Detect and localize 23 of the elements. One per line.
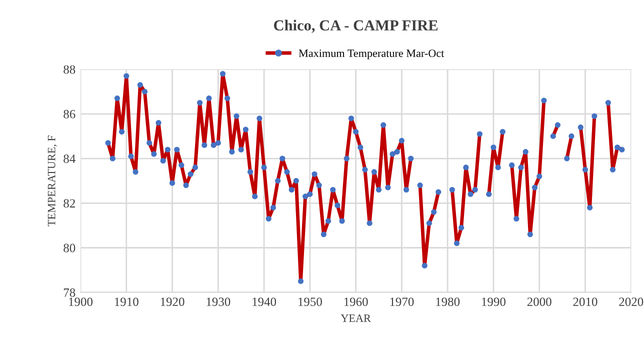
- legend-label: Maximum Temperature Mar-Oct: [298, 50, 444, 60]
- x-tick-label: 2020: [619, 298, 644, 306]
- y-tick-label: 86: [64, 110, 76, 118]
- x-tick-label: 1910: [114, 298, 138, 306]
- x-tick-label: 1900: [69, 298, 93, 306]
- y-axis-title: TEMPERATURE, F: [48, 136, 57, 226]
- y-tick-label: 78: [64, 288, 76, 297]
- x-tick-label: 1960: [344, 298, 368, 306]
- chart-title: Chico, CA - CAMP FIRE: [274, 20, 438, 33]
- y-tick-label: 82: [64, 199, 75, 208]
- y-tick-label: 80: [64, 244, 76, 252]
- y-tick-label: 84: [64, 154, 76, 163]
- x-tick-label: 2010: [573, 298, 598, 306]
- y-tick-label: 88: [64, 65, 76, 74]
- x-tick-label: 1970: [390, 298, 414, 306]
- x-tick-label: 1980: [436, 298, 460, 306]
- x-tick-label: 2000: [527, 298, 552, 306]
- x-tick-label: 1990: [482, 298, 506, 306]
- x-tick-label: 1920: [160, 298, 184, 306]
- x-axis-title: YEAR: [340, 314, 371, 322]
- x-tick-label: 1950: [298, 298, 322, 306]
- x-tick-label: 1930: [206, 298, 230, 306]
- x-tick-label: 1940: [252, 298, 276, 306]
